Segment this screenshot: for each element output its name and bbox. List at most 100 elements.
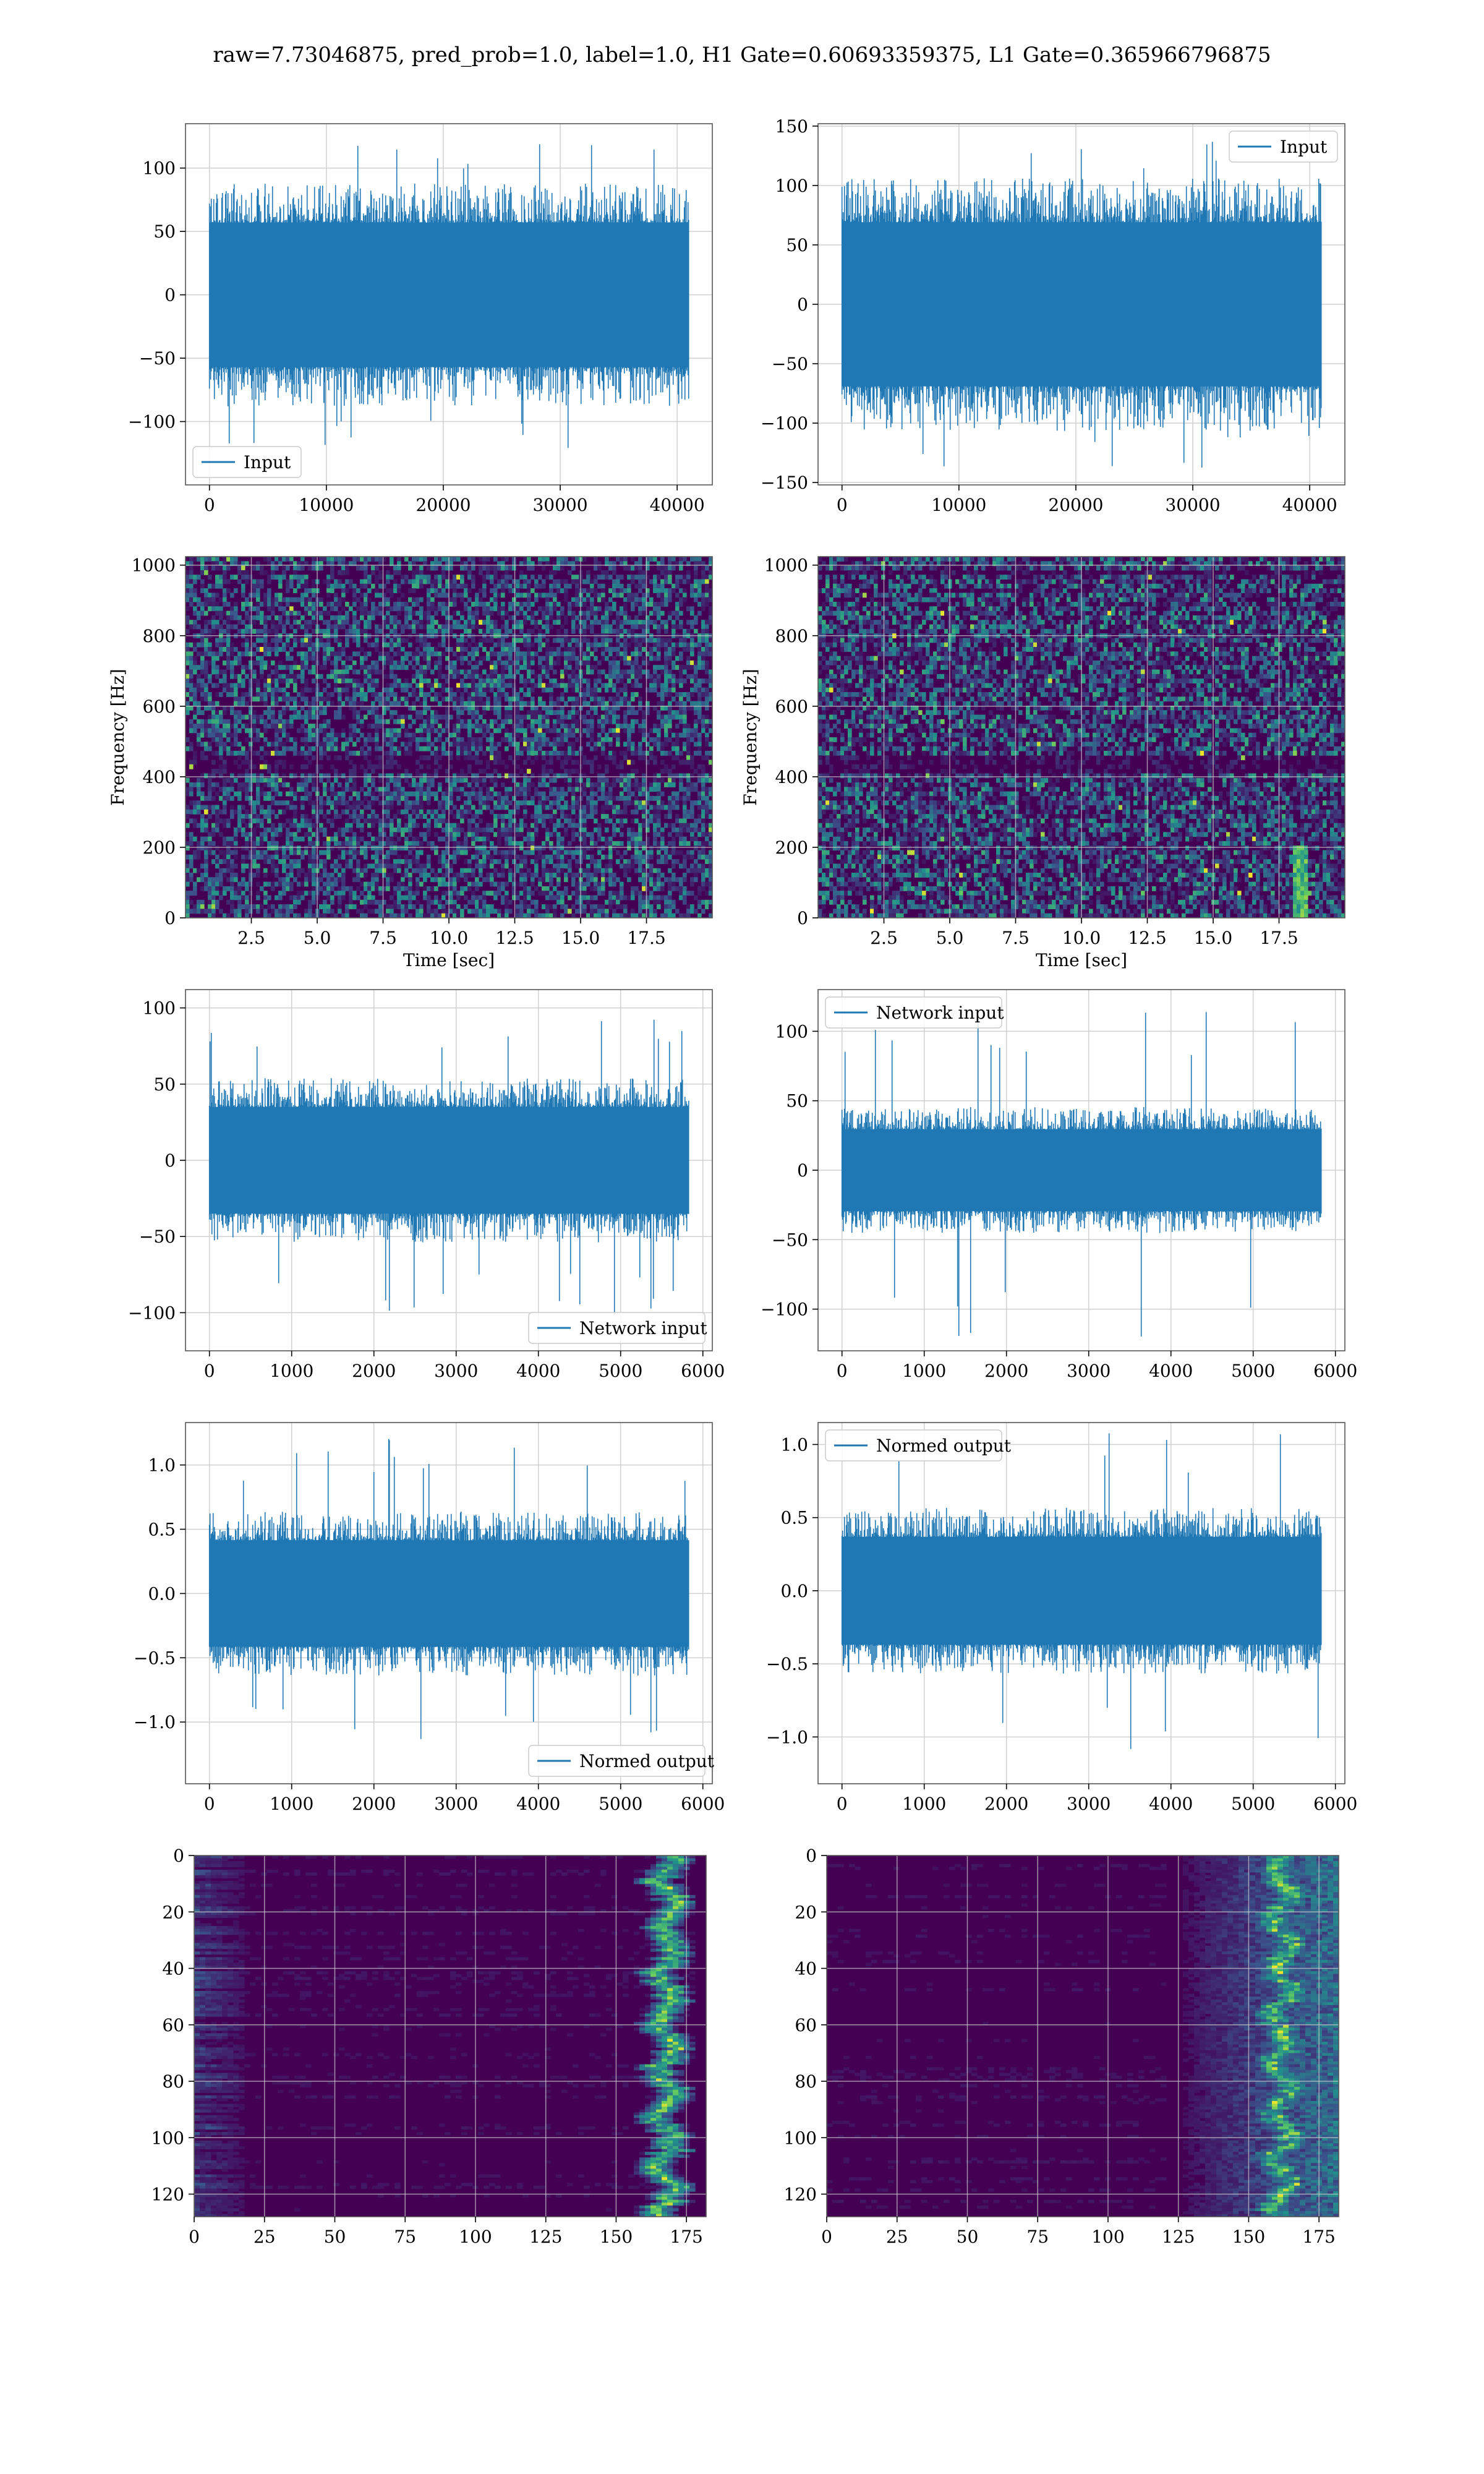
y-tick-label: 50 <box>153 1074 176 1095</box>
x-tick-label: 2000 <box>352 1794 396 1814</box>
legend-box <box>825 996 1002 1029</box>
y-tick-label: 0.5 <box>148 1519 176 1539</box>
x-tick-label: 50 <box>957 2227 979 2247</box>
x-tick-label: 10.0 <box>1062 928 1101 948</box>
legend-label: Normed output <box>579 1751 715 1771</box>
x-tick-label: 100 <box>1091 2227 1124 2247</box>
x-tick-label: 20000 <box>416 495 471 515</box>
y-tick-label: 0 <box>164 285 176 306</box>
x-tick-label: 0 <box>204 495 215 515</box>
x-tick-label: 25 <box>886 2227 908 2247</box>
y-tick-label: 0 <box>797 294 808 315</box>
x-tick-label: 150 <box>1232 2227 1265 2247</box>
y-tick-label: 50 <box>786 1091 808 1111</box>
x-tick-label: 12.5 <box>1128 928 1166 948</box>
y-tick-label: 0 <box>806 1846 817 1866</box>
y-tick-label: −50 <box>772 1230 808 1250</box>
x-tick-label: 2000 <box>984 1361 1028 1381</box>
y-tick-label: −150 <box>761 473 808 493</box>
y-tick-label: 600 <box>143 696 176 717</box>
y-tick-label: 60 <box>162 2015 184 2035</box>
y-tick-label: 40 <box>162 1959 184 1979</box>
legend-label: Input <box>1280 137 1328 157</box>
panel-row1-left: Input 0 10000 20000 30000 40000 −100 −50 0 50 100 <box>128 123 713 515</box>
y-tick-label: −0.5 <box>766 1654 808 1674</box>
y-tick-label: 400 <box>143 767 176 787</box>
legend-box <box>528 1745 706 1777</box>
y-tick-label: 0.5 <box>780 1508 808 1528</box>
x-tick-label: 4000 <box>1149 1794 1193 1814</box>
x-tick-label: 5000 <box>1231 1361 1275 1381</box>
panel-row5-right: 0 25 50 75 100 125 150 175 0 20 40 60 80 100 120 <box>784 1846 1339 2247</box>
axes-frame <box>185 1422 713 1784</box>
x-tick-label: 30000 <box>532 495 587 515</box>
x-tick-label: 7.5 <box>1002 928 1030 948</box>
y-tick-label: 1.0 <box>780 1434 808 1455</box>
x-tick-label: 100 <box>459 2227 492 2247</box>
heatmap-image <box>827 1856 1339 2217</box>
panel-row1-right: Input 0 10000 20000 30000 40000 −150 −100 −50 0 50… <box>761 116 1345 515</box>
y-tick-label: 0 <box>173 1846 184 1866</box>
y-tick-label: 0 <box>164 908 176 928</box>
x-tick-label: 0 <box>837 1794 848 1814</box>
legend-box <box>1229 131 1338 163</box>
legend: Normed output <box>825 1429 1012 1462</box>
x-tick-label: 25 <box>254 2227 276 2247</box>
heatmap-image <box>194 1856 706 2217</box>
y-tick-label: −100 <box>128 1303 176 1323</box>
x-tick-label: 125 <box>1162 2227 1195 2247</box>
x-tick-label: 75 <box>1026 2227 1049 2247</box>
y-tick-label: −50 <box>139 348 176 369</box>
x-tick-label: 50 <box>324 2227 346 2247</box>
y-tick-label: 100 <box>143 158 176 179</box>
x-tick-label: 15.0 <box>1194 928 1232 948</box>
legend: Input <box>192 446 302 478</box>
y-tick-label: 1.0 <box>148 1455 176 1476</box>
x-tick-label: 1000 <box>902 1361 946 1381</box>
x-tick-label: 20000 <box>1048 495 1103 515</box>
y-tick-label: 20 <box>162 1902 184 1922</box>
legend: Network input <box>825 996 1004 1029</box>
legend-label: Network input <box>876 1003 1004 1023</box>
legend: Input <box>1229 131 1338 163</box>
x-tick-label: 4000 <box>1149 1361 1193 1381</box>
axes-frame <box>185 123 713 486</box>
figure-title: raw=7.73046875, pred_prob=1.0, label=1.0… <box>213 43 1271 67</box>
x-tick-label: 6000 <box>681 1361 725 1381</box>
y-tick-label: 100 <box>151 2128 184 2148</box>
x-tick-label: 17.5 <box>627 928 665 948</box>
x-tick-label: 30000 <box>1165 495 1220 515</box>
x-tick-label: 4000 <box>516 1361 560 1381</box>
x-tick-label: 0 <box>204 1361 215 1381</box>
y-tick-label: 1000 <box>764 555 808 576</box>
series-line <box>841 1433 1322 1749</box>
y-tick-label: 600 <box>775 696 808 717</box>
x-tick-label: 2000 <box>984 1794 1028 1814</box>
series-line <box>841 1012 1322 1337</box>
x-tick-label: 5000 <box>599 1361 642 1381</box>
x-tick-label: 0 <box>837 495 848 515</box>
x-tick-label: 125 <box>529 2227 562 2247</box>
series-line <box>841 142 1322 468</box>
x-tick-label: 150 <box>600 2227 633 2247</box>
y-tick-label: 80 <box>162 2071 184 2092</box>
x-tick-label: 17.5 <box>1260 928 1298 948</box>
x-tick-label: 0 <box>204 1794 215 1814</box>
x-tick-label: 10.0 <box>430 928 468 948</box>
series-line <box>208 1019 689 1315</box>
y-tick-label: 0.0 <box>148 1583 176 1604</box>
x-tick-label: 1000 <box>902 1794 946 1814</box>
y-tick-label: 150 <box>775 116 808 137</box>
x-tick-label: 2000 <box>352 1361 396 1381</box>
x-tick-label: 15.0 <box>561 928 600 948</box>
y-tick-label: −1.0 <box>766 1727 808 1747</box>
x-tick-label: 10000 <box>931 495 986 515</box>
x-tick-label: 0 <box>821 2227 832 2247</box>
y-tick-label: 800 <box>775 626 808 646</box>
y-tick-label: 400 <box>775 767 808 787</box>
y-tick-label: 0 <box>797 1160 808 1181</box>
x-tick-label: 40000 <box>1282 495 1337 515</box>
y-tick-label: 50 <box>786 235 808 255</box>
